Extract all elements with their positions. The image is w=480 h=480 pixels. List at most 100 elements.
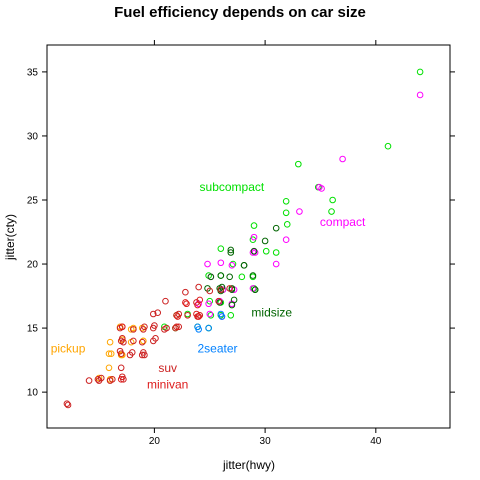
data-point-suv — [162, 297, 169, 305]
data-point-suv — [215, 297, 222, 305]
data-point-subcompact — [250, 222, 258, 229]
data-point-minivan — [183, 300, 190, 308]
data-point-suv — [141, 323, 148, 331]
series-label-2seater: 2seater — [197, 342, 237, 356]
data-point-compact — [204, 260, 211, 268]
axis-ticks: 20 30 40 10 15 20 25 30 35 — [27, 40, 455, 447]
data-point-suv — [226, 285, 233, 292]
series-2seater — [194, 310, 226, 333]
y-tick-label: 30 — [27, 131, 39, 142]
data-point-compact — [250, 233, 258, 241]
data-point-midsize — [251, 286, 259, 293]
data-point-minivan — [118, 323, 126, 331]
data-point-suv — [152, 335, 159, 342]
data-point-midsize — [240, 262, 248, 269]
data-point-compact — [205, 300, 212, 308]
data-point-midsize — [217, 272, 225, 279]
data-point-pickup — [106, 338, 114, 346]
data-point-suv — [94, 376, 102, 383]
data-point-minivan — [182, 299, 189, 306]
data-point-suv — [130, 337, 137, 345]
x-tick-label: 20 — [149, 436, 161, 447]
data-point-subcompact — [416, 68, 424, 76]
series-label-compact: compact — [320, 215, 366, 229]
data-point-compact — [282, 236, 290, 244]
data-point-subcompact — [238, 273, 246, 281]
data-point-suv — [117, 364, 125, 372]
data-point-compact — [296, 208, 303, 215]
data-point-suv — [141, 351, 148, 359]
data-points — [63, 68, 424, 409]
data-point-midsize — [228, 301, 236, 309]
data-point-pickup — [105, 350, 113, 358]
series-midsize — [204, 224, 280, 309]
data-point-suv — [217, 286, 225, 293]
data-point-compact — [206, 310, 214, 318]
data-point-suv — [163, 324, 170, 332]
y-tick-label: 35 — [27, 67, 39, 78]
data-point-2seater — [205, 324, 212, 332]
data-point-minivan — [193, 310, 200, 318]
x-tick-label: 30 — [260, 436, 272, 447]
data-point-suv — [106, 377, 114, 384]
data-point-minivan — [117, 376, 125, 383]
data-point-suv — [64, 401, 72, 409]
data-point-subcompact — [207, 311, 215, 319]
data-point-compact — [318, 185, 325, 192]
x-axis-label: jitter(hwy) — [222, 458, 275, 472]
data-point-midsize — [261, 237, 269, 245]
data-point-suv — [120, 376, 127, 383]
data-point-suv — [149, 310, 157, 318]
data-point-suv — [154, 309, 162, 317]
plot-frame — [46, 44, 451, 429]
data-point-subcompact — [384, 142, 392, 150]
series-labels: subcompact compact midsize 2seater pickup suv… — [51, 180, 366, 391]
data-point-midsize — [228, 285, 236, 292]
data-point-subcompact — [328, 208, 335, 215]
data-point-suv — [116, 347, 124, 355]
x-tick-label: 40 — [370, 436, 382, 447]
data-point-suv — [182, 288, 189, 296]
series-label-suv: suv — [158, 361, 177, 375]
data-point-2seater — [218, 313, 226, 320]
data-point-subcompact — [262, 247, 270, 255]
data-point-midsize — [207, 273, 215, 281]
data-point-suv — [196, 311, 204, 319]
data-point-subcompact — [283, 221, 291, 228]
data-point-midsize — [227, 249, 235, 256]
series-label-pickup: pickup — [51, 342, 86, 356]
series-minivan — [117, 296, 204, 383]
data-point-subcompact — [295, 160, 302, 168]
y-tick-label: 15 — [27, 324, 39, 335]
data-point-subcompact — [282, 197, 290, 205]
data-point-suv — [63, 400, 71, 407]
data-point-midsize — [226, 273, 233, 281]
series-suv — [63, 283, 233, 409]
data-point-subcompact — [329, 196, 336, 204]
data-point-suv — [120, 338, 127, 346]
data-point-suv — [206, 287, 214, 295]
data-point-minivan — [173, 323, 180, 331]
data-point-subcompact — [217, 245, 225, 252]
data-point-midsize — [249, 272, 257, 279]
data-point-suv — [172, 324, 179, 332]
data-point-subcompact — [272, 249, 280, 256]
series-label-midsize: midsize — [251, 306, 292, 320]
data-point-compact — [228, 262, 236, 269]
data-point-compact — [416, 91, 424, 99]
data-point-suv — [151, 322, 158, 329]
series-label-minivan: minivan — [147, 377, 188, 391]
data-point-suv — [130, 326, 137, 333]
data-point-subcompact — [229, 260, 237, 268]
data-point-compact — [251, 249, 259, 256]
data-point-compact — [272, 260, 280, 268]
data-point-suv — [175, 323, 183, 331]
data-point-suv — [184, 311, 191, 319]
data-point-suv — [138, 338, 146, 346]
data-point-2seater — [195, 326, 202, 333]
data-point-suv — [138, 351, 146, 359]
data-point-minivan — [174, 313, 181, 320]
data-point-subcompact — [227, 311, 235, 319]
data-point-compact — [339, 155, 346, 163]
